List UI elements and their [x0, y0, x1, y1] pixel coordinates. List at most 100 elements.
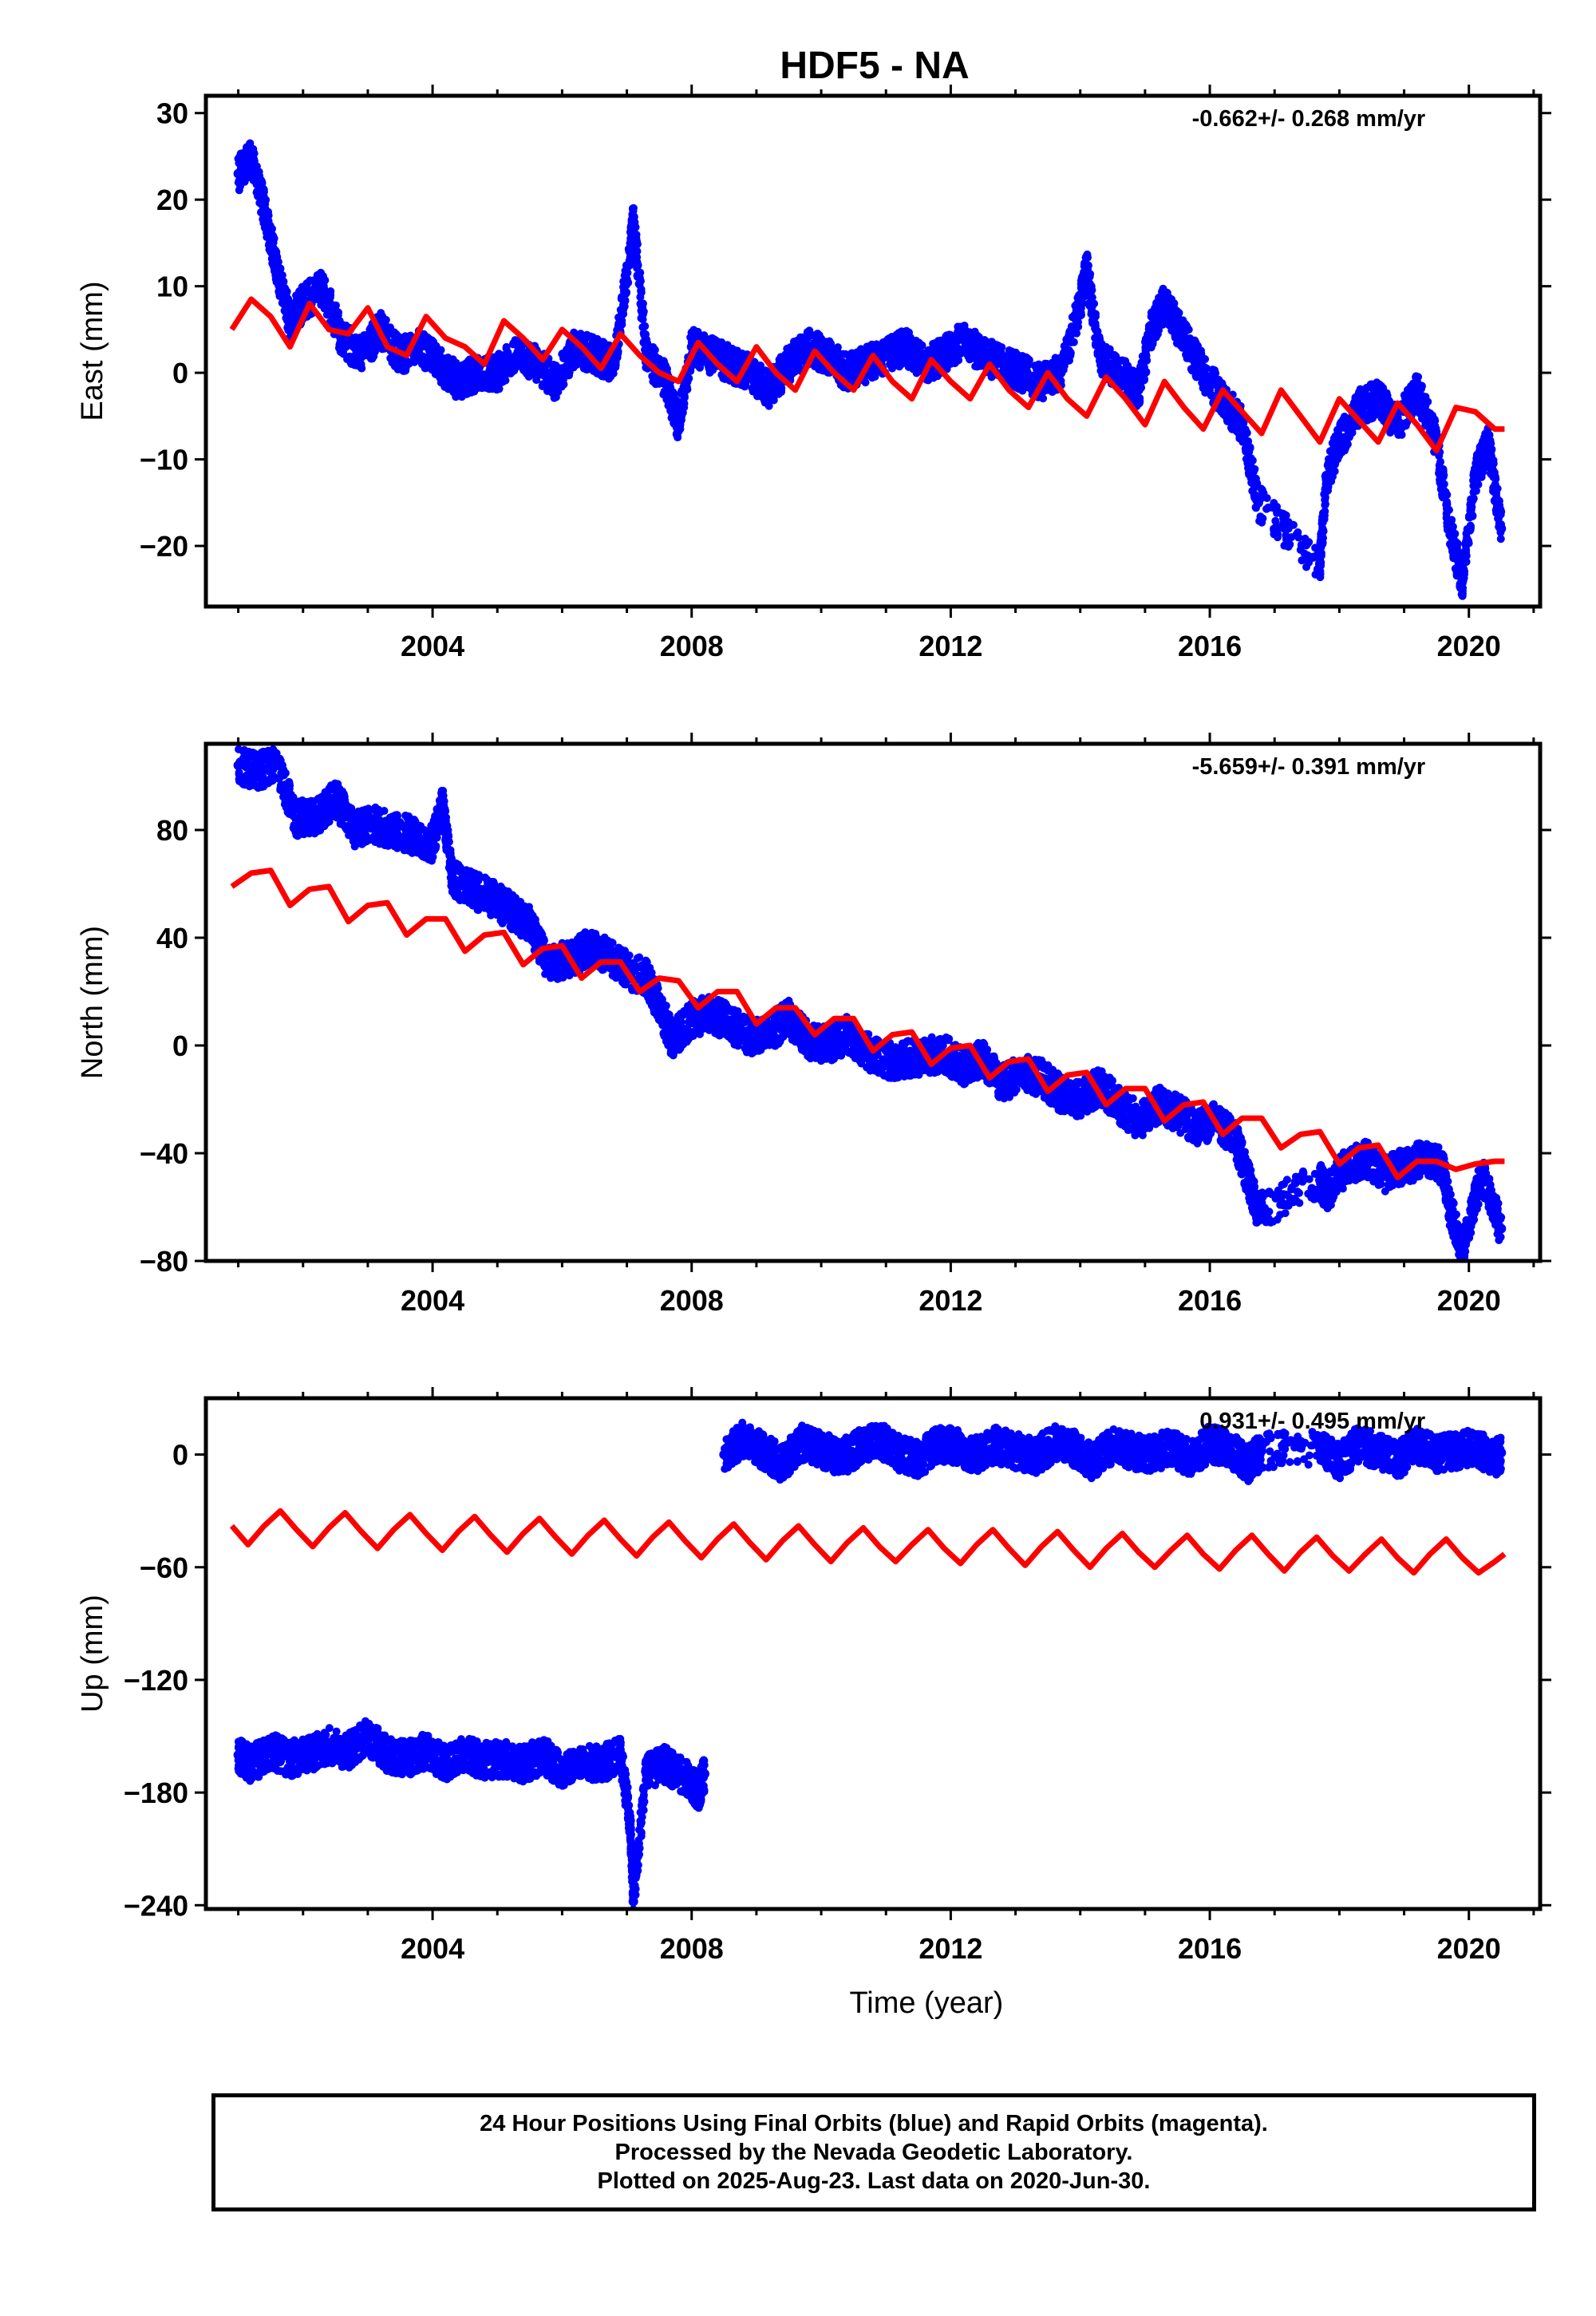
- observation-point: [1065, 332, 1073, 341]
- observation-point: [504, 358, 512, 366]
- observation-point: [250, 149, 259, 158]
- observation-point: [267, 241, 275, 250]
- observation-point: [887, 335, 896, 344]
- observation-point: [1163, 292, 1172, 301]
- observation-point: [932, 341, 941, 350]
- observation-point: [342, 338, 351, 346]
- observation-point: [1446, 522, 1455, 531]
- observation-point: [1458, 591, 1467, 600]
- observation-point: [776, 388, 785, 397]
- observation-point: [1249, 468, 1258, 476]
- observation-point: [1328, 457, 1337, 466]
- observation-point: [712, 342, 721, 350]
- observation-point: [635, 280, 644, 289]
- observation-point: [792, 358, 801, 366]
- observation-point: [1449, 530, 1458, 539]
- observation-point: [1136, 362, 1145, 371]
- observation-point: [274, 258, 282, 267]
- observation-point: [708, 334, 717, 342]
- observation-point: [338, 321, 347, 330]
- observation-point: [1466, 521, 1475, 530]
- observation-point: [591, 348, 600, 357]
- observation-point: [352, 334, 361, 342]
- observation-point: [474, 372, 483, 381]
- observation-point: [1270, 524, 1278, 533]
- observation-point: [1242, 454, 1251, 463]
- observation-point: [1106, 350, 1115, 359]
- observation-point: [501, 370, 510, 379]
- observation-point: [1163, 302, 1172, 311]
- observation-point: [309, 286, 318, 294]
- observation-point: [633, 247, 642, 255]
- observation-point: [949, 338, 958, 347]
- observation-point: [378, 312, 387, 321]
- observation-point: [930, 370, 939, 378]
- observation-point: [522, 358, 531, 367]
- observation-point: [903, 328, 911, 337]
- observation-point: [1326, 474, 1335, 483]
- observation-point: [913, 360, 922, 369]
- observation-point: [1153, 319, 1162, 328]
- observation-point: [360, 330, 369, 339]
- observation-point: [1318, 518, 1327, 527]
- observation-point: [1154, 306, 1163, 314]
- observation-point: [953, 357, 962, 366]
- observation-point: [326, 287, 335, 296]
- observation-point: [1066, 351, 1075, 360]
- observation-point: [240, 177, 249, 186]
- observation-point: [614, 349, 622, 358]
- observation-point: [1337, 433, 1346, 441]
- observation-point: [1273, 502, 1282, 511]
- observation-point: [1005, 350, 1013, 358]
- observation-point: [327, 310, 336, 319]
- observation-point: [420, 330, 429, 338]
- observation-point: [331, 304, 340, 313]
- observation-point: [1377, 403, 1386, 412]
- observation-point: [1284, 520, 1293, 529]
- observation-point: [259, 184, 268, 193]
- observation-point: [1184, 335, 1193, 344]
- observation-point: [1083, 250, 1092, 259]
- observation-point: [267, 247, 275, 256]
- observation-point: [399, 333, 408, 342]
- observation-point: [599, 372, 608, 381]
- observation-point: [1309, 553, 1317, 562]
- observation-point: [460, 389, 468, 398]
- observation-point: [1417, 381, 1426, 390]
- observation-point: [486, 362, 495, 371]
- observation-point: [793, 342, 802, 350]
- observation-point: [863, 342, 871, 351]
- observation-point: [1183, 326, 1191, 334]
- observation-point: [692, 360, 701, 369]
- observation-point: [1074, 322, 1083, 331]
- observation-point: [520, 348, 529, 357]
- observation-point: [460, 382, 468, 391]
- observation-point: [1340, 413, 1349, 422]
- observation-point: [1316, 555, 1325, 564]
- observation-point: [892, 359, 901, 368]
- observation-point: [1091, 321, 1100, 330]
- chart-title: HDF5 - NA: [780, 45, 969, 87]
- observation-point: [1419, 414, 1428, 423]
- observation-point: [440, 354, 448, 363]
- observation-point: [1443, 500, 1452, 508]
- observation-point: [924, 346, 933, 354]
- observation-point: [417, 360, 426, 369]
- observation-point: [1026, 372, 1035, 381]
- observation-point: [669, 388, 678, 397]
- observation-point: [1150, 330, 1159, 339]
- observation-point: [649, 343, 658, 352]
- observation-point: [1462, 546, 1471, 555]
- observation-point: [338, 346, 347, 354]
- observation-point: [689, 326, 698, 334]
- observation-point: [1346, 417, 1355, 426]
- observation-point: [1207, 391, 1215, 400]
- observation-point: [618, 307, 626, 316]
- observation-point: [808, 331, 817, 340]
- observation-point: [835, 356, 843, 365]
- observation-point: [833, 343, 842, 352]
- observation-point: [727, 348, 736, 357]
- observation-point: [521, 366, 530, 374]
- observation-point: [235, 159, 243, 168]
- observation-point: [624, 279, 633, 287]
